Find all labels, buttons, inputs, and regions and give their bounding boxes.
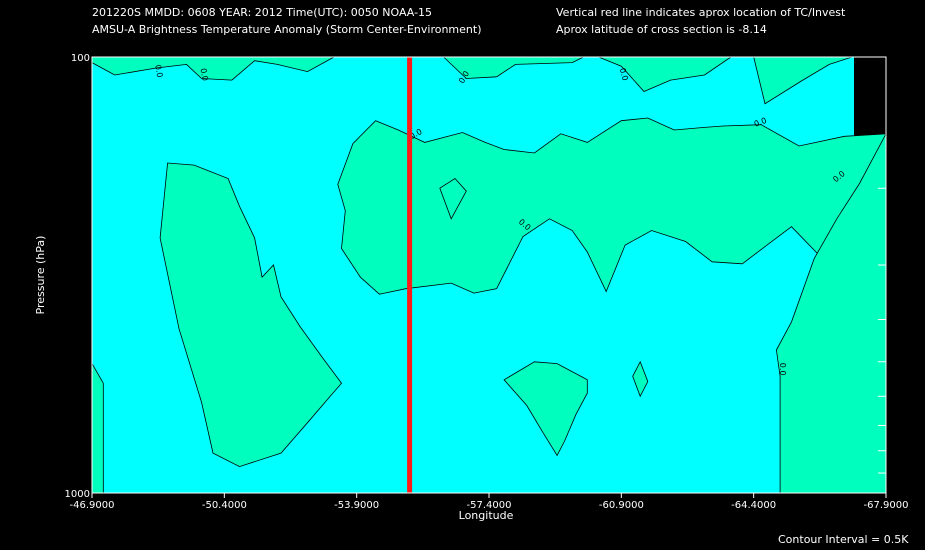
contour-label: 0.0 — [778, 363, 787, 376]
x-tick-label: -57.4000 — [467, 500, 512, 511]
region-small-diamond — [632, 360, 649, 398]
contour-interval: Contour Interval = 0.5K — [778, 533, 909, 546]
x-tick-label: -53.9000 — [334, 500, 379, 511]
contour-label: 0.0 — [753, 116, 768, 129]
x-axis: -46.9000 -50.4000 -53.9000 -57.4000 -60.9000… — [70, 493, 909, 511]
header-line-1: 201220S MMDD: 0608 YEAR: 2012 Time(UTC):… — [92, 6, 433, 19]
y-axis: 100 1000 — [65, 53, 886, 500]
y-axis-title: Pressure (hPa) — [34, 236, 47, 315]
anomaly-regions — [91, 56, 887, 494]
x-tick-label: -50.4000 — [202, 500, 247, 511]
contour-label: 0.0 — [618, 67, 630, 82]
region-small-spot — [439, 177, 467, 220]
x-tick-label: -64.4000 — [731, 500, 776, 511]
region-left-strip — [91, 362, 104, 494]
y-tick-label: 1000 — [65, 489, 90, 500]
x-tick-label: -46.9000 — [70, 500, 115, 511]
x-tick-label: -67.9000 — [864, 500, 909, 511]
x-tick-label: -60.9000 — [599, 500, 644, 511]
region-lower-blob — [503, 361, 588, 457]
region-left-blob — [159, 162, 343, 468]
marker-note: Vertical red line indicates aprox locati… — [556, 6, 846, 19]
contour-label: 0.0 — [153, 64, 164, 78]
latitude-note: Aprox latitude of cross section is -8.14 — [556, 23, 767, 36]
y-tick-label: 100 — [71, 53, 90, 64]
header-line-2: AMSU-A Brightness Temperature Anomaly (S… — [92, 23, 482, 36]
x-axis-title: Longitude — [459, 509, 514, 522]
contour-label: 0.0 — [199, 68, 210, 82]
region-top-band — [91, 56, 335, 81]
